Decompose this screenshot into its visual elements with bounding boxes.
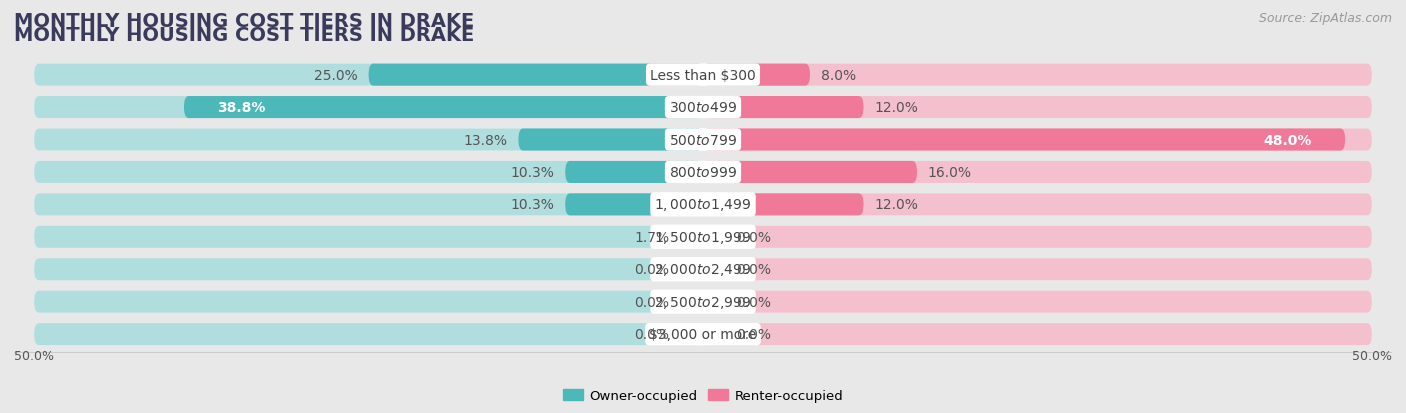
FancyBboxPatch shape bbox=[703, 97, 863, 119]
FancyBboxPatch shape bbox=[368, 64, 703, 86]
Text: 1.7%: 1.7% bbox=[634, 230, 669, 244]
FancyBboxPatch shape bbox=[34, 129, 1372, 151]
Text: Source: ZipAtlas.com: Source: ZipAtlas.com bbox=[1258, 12, 1392, 25]
FancyBboxPatch shape bbox=[34, 323, 703, 345]
Bar bbox=[699, 64, 707, 86]
Text: $1,500 to $1,999: $1,500 to $1,999 bbox=[654, 229, 752, 245]
FancyBboxPatch shape bbox=[184, 97, 703, 119]
FancyBboxPatch shape bbox=[703, 129, 1372, 151]
Text: 0.0%: 0.0% bbox=[634, 328, 669, 341]
FancyBboxPatch shape bbox=[703, 161, 917, 183]
Legend: Owner-occupied, Renter-occupied: Owner-occupied, Renter-occupied bbox=[558, 384, 848, 407]
Text: MONTHLY HOUSING COST TIERS IN DRAKE: MONTHLY HOUSING COST TIERS IN DRAKE bbox=[14, 26, 474, 45]
Text: 0.0%: 0.0% bbox=[634, 295, 669, 309]
Text: 16.0%: 16.0% bbox=[928, 166, 972, 180]
Text: $800 to $999: $800 to $999 bbox=[669, 166, 737, 180]
Text: $2,500 to $2,999: $2,500 to $2,999 bbox=[654, 294, 752, 310]
Text: $1,000 to $1,499: $1,000 to $1,499 bbox=[654, 197, 752, 213]
FancyBboxPatch shape bbox=[703, 64, 1372, 86]
Text: 12.0%: 12.0% bbox=[875, 198, 918, 212]
Bar bbox=[699, 97, 707, 119]
FancyBboxPatch shape bbox=[703, 64, 810, 86]
FancyBboxPatch shape bbox=[34, 291, 703, 313]
Bar bbox=[699, 161, 707, 183]
FancyBboxPatch shape bbox=[34, 226, 1372, 248]
FancyBboxPatch shape bbox=[703, 323, 1372, 345]
FancyBboxPatch shape bbox=[703, 259, 1372, 280]
Text: 50.0%: 50.0% bbox=[1353, 349, 1392, 362]
Text: MONTHLY HOUSING COST TIERS IN DRAKE: MONTHLY HOUSING COST TIERS IN DRAKE bbox=[14, 12, 474, 31]
FancyBboxPatch shape bbox=[34, 64, 1372, 86]
FancyBboxPatch shape bbox=[34, 194, 703, 216]
FancyBboxPatch shape bbox=[34, 161, 703, 183]
FancyBboxPatch shape bbox=[681, 226, 703, 248]
FancyBboxPatch shape bbox=[34, 194, 1372, 216]
Text: 25.0%: 25.0% bbox=[314, 69, 359, 83]
FancyBboxPatch shape bbox=[703, 194, 1372, 216]
FancyBboxPatch shape bbox=[703, 97, 1372, 119]
Text: 10.3%: 10.3% bbox=[510, 198, 554, 212]
FancyBboxPatch shape bbox=[565, 194, 703, 216]
Text: 0.0%: 0.0% bbox=[737, 295, 772, 309]
Text: 0.0%: 0.0% bbox=[737, 230, 772, 244]
FancyBboxPatch shape bbox=[34, 259, 703, 280]
FancyBboxPatch shape bbox=[34, 64, 703, 86]
FancyBboxPatch shape bbox=[34, 129, 703, 151]
Text: 38.8%: 38.8% bbox=[218, 101, 266, 115]
FancyBboxPatch shape bbox=[703, 129, 1346, 151]
FancyBboxPatch shape bbox=[34, 323, 1372, 345]
Text: $3,000 or more: $3,000 or more bbox=[650, 328, 756, 341]
FancyBboxPatch shape bbox=[34, 97, 703, 119]
Text: 8.0%: 8.0% bbox=[821, 69, 856, 83]
Text: $2,000 to $2,499: $2,000 to $2,499 bbox=[654, 261, 752, 278]
Text: 48.0%: 48.0% bbox=[1264, 133, 1312, 147]
FancyBboxPatch shape bbox=[703, 226, 1372, 248]
FancyBboxPatch shape bbox=[34, 97, 1372, 119]
FancyBboxPatch shape bbox=[565, 161, 703, 183]
Text: 10.3%: 10.3% bbox=[510, 166, 554, 180]
Text: 0.0%: 0.0% bbox=[737, 263, 772, 277]
Text: 0.0%: 0.0% bbox=[737, 328, 772, 341]
Text: $500 to $799: $500 to $799 bbox=[669, 133, 737, 147]
FancyBboxPatch shape bbox=[703, 194, 863, 216]
Bar bbox=[699, 194, 707, 216]
FancyBboxPatch shape bbox=[34, 259, 1372, 280]
FancyBboxPatch shape bbox=[703, 291, 1372, 313]
Text: 0.0%: 0.0% bbox=[634, 263, 669, 277]
FancyBboxPatch shape bbox=[34, 226, 703, 248]
FancyBboxPatch shape bbox=[703, 161, 1372, 183]
Bar bbox=[699, 129, 707, 151]
Text: $300 to $499: $300 to $499 bbox=[669, 101, 737, 115]
Text: 12.0%: 12.0% bbox=[875, 101, 918, 115]
FancyBboxPatch shape bbox=[519, 129, 703, 151]
Bar bbox=[699, 259, 707, 280]
Text: Less than $300: Less than $300 bbox=[650, 69, 756, 83]
Bar bbox=[699, 323, 707, 345]
FancyBboxPatch shape bbox=[34, 291, 1372, 313]
Text: 50.0%: 50.0% bbox=[14, 349, 53, 362]
FancyBboxPatch shape bbox=[34, 161, 1372, 183]
Text: 13.8%: 13.8% bbox=[464, 133, 508, 147]
Bar bbox=[699, 291, 707, 313]
Bar bbox=[699, 226, 707, 248]
